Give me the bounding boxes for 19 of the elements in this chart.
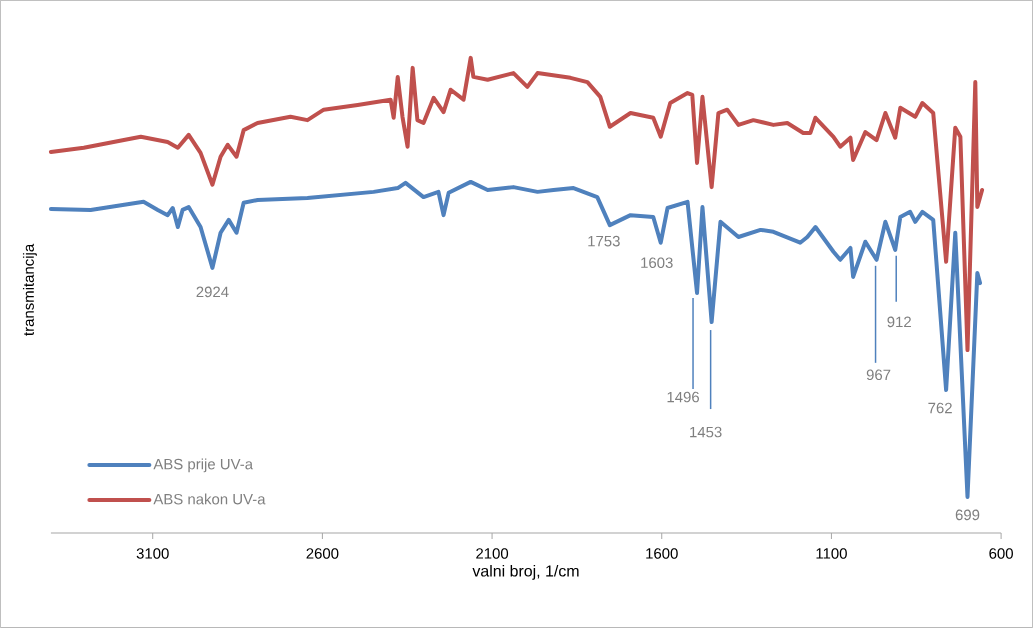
annotation: 2924	[196, 286, 229, 298]
annotation: 762	[928, 402, 952, 414]
annotation: 1496	[667, 391, 699, 403]
x-tick-label: 1100	[816, 548, 847, 559]
annotation: 1453	[690, 426, 722, 438]
legend-label: ABS prije UV-a	[153, 458, 254, 473]
annotation: 912	[887, 316, 911, 328]
annotation: 967	[866, 369, 891, 381]
x-tick-label: 2600	[306, 548, 339, 559]
x-tick-label: 1600	[646, 548, 678, 559]
x-tick-label: 600	[989, 548, 1013, 559]
y-axis-title: transmitancija	[22, 243, 37, 336]
annotation: 699	[955, 509, 980, 521]
x-tick-label: 2100	[476, 548, 509, 559]
legend-label: ABS nakon UV-a	[153, 493, 266, 505]
x-tick-label: 3100	[136, 548, 169, 559]
annotation: 1603	[641, 257, 673, 269]
x-axis-title: valni broj, 1/cm	[472, 564, 579, 580]
annotation: 1753	[588, 235, 620, 247]
